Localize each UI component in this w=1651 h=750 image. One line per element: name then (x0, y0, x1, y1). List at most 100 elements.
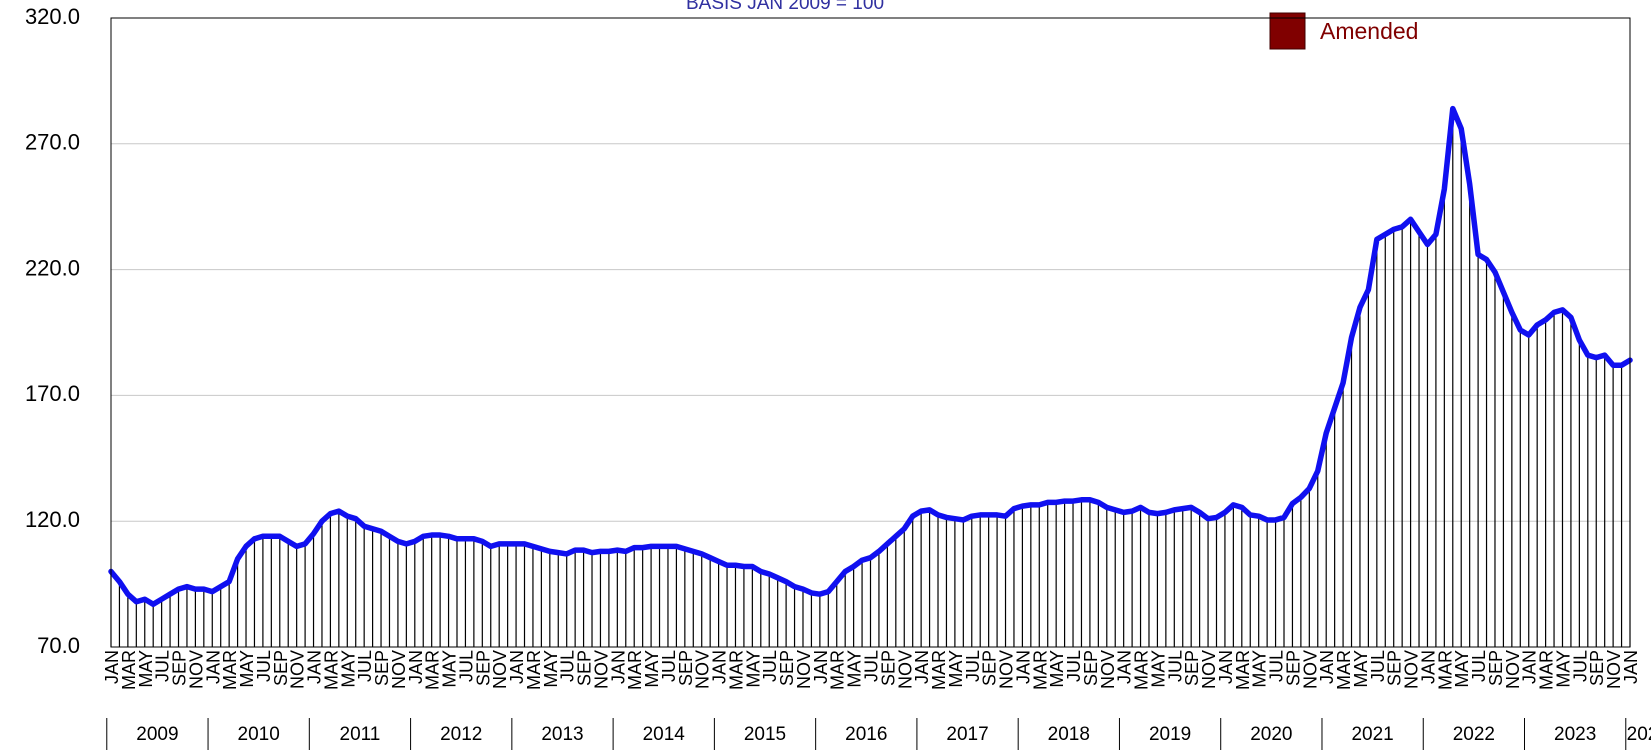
x-tick-label: SEP (777, 650, 797, 686)
x-tick-label: JUL (862, 650, 882, 682)
x-tick-label: MAR (625, 650, 645, 690)
x-tick-label: MAR (1334, 650, 1354, 690)
x-tick-label: NOV (490, 650, 510, 689)
x-tick-label: JUL (659, 650, 679, 682)
x-tick-label: JAN (608, 650, 628, 684)
year-label: 2022 (1453, 724, 1495, 745)
x-tick-label: JAN (305, 650, 325, 684)
x-tick-label: MAY (1553, 650, 1573, 688)
chart-subtitle: BASIS JAN 2009 = 100 (686, 0, 884, 14)
y-tick-label: 320.0 (25, 4, 80, 29)
x-tick-label: MAR (1537, 650, 1557, 690)
x-tick-label: JUL (153, 650, 173, 682)
legend-label: Amended (1320, 18, 1418, 44)
x-tick-label: MAR (1132, 650, 1152, 690)
x-tick-label: MAY (338, 650, 358, 688)
y-tick-label: 70.0 (37, 633, 80, 658)
x-tick-label: JAN (912, 650, 932, 684)
year-label: 2019 (1149, 724, 1191, 745)
x-tick-label: JUL (1064, 650, 1084, 682)
year-label: 2016 (845, 724, 887, 745)
x-tick-label: SEP (372, 650, 392, 686)
x-tick-label: MAR (321, 650, 341, 690)
x-tick-label: SEP (1486, 650, 1506, 686)
x-tick-label: JAN (811, 650, 831, 684)
x-tick-label: JAN (507, 650, 527, 684)
year-label: 2020 (1250, 724, 1292, 745)
x-tick-label: NOV (389, 650, 409, 689)
year-label: 2011 (340, 724, 381, 745)
x-tick-label: SEP (1081, 650, 1101, 686)
year-label: 2013 (541, 724, 583, 745)
x-tick-label: JAN (1520, 650, 1540, 684)
x-tick-label: JUL (558, 650, 578, 682)
x-tick-label: MAR (423, 650, 443, 690)
x-tick-label: MAY (845, 650, 865, 688)
y-tick-label: 220.0 (25, 255, 80, 280)
x-tick-label: JUL (760, 650, 780, 682)
x-tick-label: JUL (254, 650, 274, 682)
series-line (108, 105, 1633, 607)
x-tick-label: NOV (997, 650, 1017, 689)
x-tick-label: JUL (1267, 650, 1287, 682)
year-label: 2018 (1048, 724, 1090, 745)
x-tick-label: JAN (1013, 650, 1033, 684)
x-tick-label: MAY (136, 650, 156, 688)
x-tick-label: JUL (963, 650, 983, 682)
x-tick-label: NOV (1503, 650, 1523, 689)
x-tick-label: SEP (1587, 650, 1607, 686)
year-label: 2015 (744, 724, 786, 745)
x-tick-label: MAY (1250, 650, 1270, 688)
x-tick-label: JAN (203, 650, 223, 684)
x-tick-label: MAY (541, 650, 561, 688)
y-tick-label: 120.0 (25, 507, 80, 532)
year-label: 2023 (1554, 724, 1596, 745)
x-tick-label: SEP (575, 650, 595, 686)
x-tick-label: NOV (186, 650, 206, 689)
x-tick-label: MAY (642, 650, 662, 688)
x-tick-label: SEP (473, 650, 493, 686)
x-tick-label: SEP (676, 650, 696, 686)
x-tick-label: MAY (1047, 650, 1067, 688)
x-tick-label: JUL (1570, 650, 1590, 682)
x-tick-label: SEP (878, 650, 898, 686)
x-tick-label: NOV (288, 650, 308, 689)
x-tick-label: NOV (1199, 650, 1219, 689)
x-tick-label: JAN (102, 650, 122, 684)
x-tick-label: MAR (119, 650, 139, 690)
x-tick-label: SEP (170, 650, 190, 686)
x-tick-label: JUL (1469, 650, 1489, 682)
year-label: 2009 (136, 724, 178, 745)
x-tick-label: MAR (929, 650, 949, 690)
x-tick-label: MAY (1148, 650, 1168, 688)
x-tick-label: JAN (1317, 650, 1337, 684)
x-tick-label: MAR (726, 650, 746, 690)
x-tick-label: MAR (828, 650, 848, 690)
x-tick-label: SEP (271, 650, 291, 686)
x-tick-label: NOV (693, 650, 713, 689)
x-tick-label: NOV (1402, 650, 1422, 689)
year-label: 2012 (440, 724, 482, 745)
x-tick-label: SEP (980, 650, 1000, 686)
y-tick-label: 270.0 (25, 130, 80, 155)
x-tick-label: JUL (1368, 650, 1388, 682)
x-tick-label: MAY (743, 650, 763, 688)
x-tick-label: JAN (1216, 650, 1236, 684)
x-tick-label: SEP (1283, 650, 1303, 686)
x-tick-label: MAR (1233, 650, 1253, 690)
x-tick-label: MAY (1351, 650, 1371, 688)
x-tick-label: NOV (895, 650, 915, 689)
x-tick-label: MAY (946, 650, 966, 688)
x-tick-label: JUL (1165, 650, 1185, 682)
x-tick-label: MAR (1030, 650, 1050, 690)
year-label: 2017 (946, 724, 988, 745)
x-tick-label: NOV (1604, 650, 1624, 689)
x-tick-label: JAN (406, 650, 426, 684)
x-tick-label: MAY (440, 650, 460, 688)
x-tick-label: SEP (1385, 650, 1405, 686)
x-tick-label: JAN (1115, 650, 1135, 684)
year-label: 2024 (1627, 724, 1651, 745)
x-tick-label: NOV (794, 650, 814, 689)
x-tick-label: JAN (1418, 650, 1438, 684)
